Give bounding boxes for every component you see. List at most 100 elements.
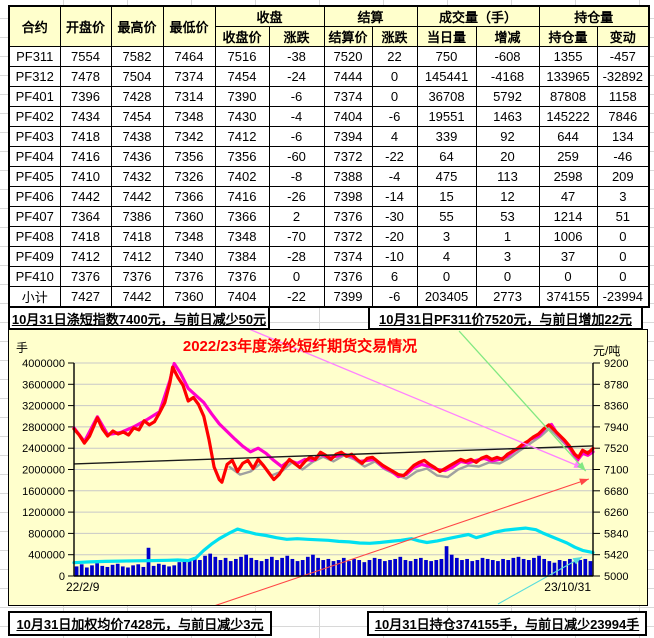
value-cell[interactable]: 12: [475, 186, 540, 207]
value-cell[interactable]: 7376: [59, 266, 112, 287]
value-cell[interactable]: 1006: [538, 226, 598, 247]
value-cell[interactable]: 7554: [59, 46, 112, 67]
value-cell[interactable]: 7516: [214, 46, 270, 67]
value-cell[interactable]: 7410: [59, 166, 112, 187]
value-cell[interactable]: -4168: [475, 66, 540, 87]
value-cell[interactable]: 7388: [323, 166, 373, 187]
contract-cell[interactable]: PF311: [8, 46, 61, 67]
value-cell[interactable]: 7404: [214, 286, 270, 308]
value-cell[interactable]: 0: [268, 266, 325, 287]
value-cell[interactable]: 750: [416, 46, 477, 67]
value-cell[interactable]: 55: [416, 206, 477, 227]
value-cell[interactable]: 2: [268, 206, 325, 227]
value-cell[interactable]: -38: [268, 46, 325, 67]
value-cell[interactable]: 7454: [214, 66, 270, 87]
col-header-oi[interactable]: 持仓量: [538, 26, 598, 47]
value-cell[interactable]: 7454: [110, 106, 164, 127]
contract-cell[interactable]: PF407: [8, 206, 61, 227]
value-cell[interactable]: 1214: [538, 206, 598, 227]
value-cell[interactable]: 7436: [110, 146, 164, 167]
value-cell[interactable]: 7364: [59, 206, 112, 227]
value-cell[interactable]: 7376: [162, 266, 216, 287]
value-cell[interactable]: 7427: [59, 286, 112, 308]
col-header-oi-change[interactable]: 变动: [596, 26, 650, 47]
value-cell[interactable]: 0: [416, 266, 477, 287]
value-cell[interactable]: 47: [538, 186, 598, 207]
col-header-low[interactable]: 最低价: [162, 5, 216, 47]
value-cell[interactable]: -32892: [596, 66, 650, 87]
col-group-settle[interactable]: 结算: [323, 5, 418, 27]
contract-cell[interactable]: PF405: [8, 166, 61, 187]
value-cell[interactable]: 7404: [323, 106, 373, 127]
value-cell[interactable]: 37: [538, 246, 598, 267]
value-cell[interactable]: 339: [416, 126, 477, 147]
value-cell[interactable]: 7390: [214, 86, 270, 107]
value-cell[interactable]: 1158: [596, 86, 650, 107]
value-cell[interactable]: -4: [268, 106, 325, 127]
value-cell[interactable]: 2773: [475, 286, 540, 308]
value-cell[interactable]: 7478: [59, 66, 112, 87]
value-cell[interactable]: 7398: [323, 186, 373, 207]
col-header-volume[interactable]: 当日量: [416, 26, 477, 47]
col-group-volume[interactable]: 成交量（手）: [416, 5, 540, 27]
value-cell[interactable]: 7430: [214, 106, 270, 127]
value-cell[interactable]: -60: [268, 146, 325, 167]
value-cell[interactable]: 7374: [162, 66, 216, 87]
col-header-contract[interactable]: 合约: [8, 5, 61, 47]
value-cell[interactable]: 7582: [110, 46, 164, 67]
value-cell[interactable]: 7442: [59, 186, 112, 207]
value-cell[interactable]: 0: [371, 86, 418, 107]
contract-cell[interactable]: PF409: [8, 246, 61, 267]
value-cell[interactable]: 7416: [214, 186, 270, 207]
contract-cell[interactable]: PF406: [8, 186, 61, 207]
value-cell[interactable]: 6: [371, 266, 418, 287]
value-cell[interactable]: 3: [596, 186, 650, 207]
value-cell[interactable]: 133965: [538, 66, 598, 87]
value-cell[interactable]: -70: [268, 226, 325, 247]
value-cell[interactable]: 7394: [323, 126, 373, 147]
contract-cell[interactable]: 小计: [8, 286, 61, 308]
value-cell[interactable]: 0: [371, 66, 418, 87]
value-cell[interactable]: 3: [475, 246, 540, 267]
value-cell[interactable]: 145222: [538, 106, 598, 127]
value-cell[interactable]: 7416: [59, 146, 112, 167]
value-cell[interactable]: 7442: [110, 286, 164, 308]
col-header-close-change[interactable]: 涨跌: [268, 26, 325, 47]
value-cell[interactable]: 7356: [214, 146, 270, 167]
value-cell[interactable]: 1: [475, 226, 540, 247]
value-cell[interactable]: 7418: [59, 126, 112, 147]
value-cell[interactable]: 7374: [323, 86, 373, 107]
value-cell[interactable]: -28: [268, 246, 325, 267]
value-cell[interactable]: 7376: [214, 266, 270, 287]
value-cell[interactable]: 1355: [538, 46, 598, 67]
col-group-close[interactable]: 收盘: [214, 5, 325, 27]
value-cell[interactable]: -22: [268, 286, 325, 308]
value-cell[interactable]: 145441: [416, 66, 477, 87]
contract-cell[interactable]: PF410: [8, 266, 61, 287]
value-cell[interactable]: 7412: [214, 126, 270, 147]
value-cell[interactable]: -4: [371, 166, 418, 187]
col-header-settle[interactable]: 结算价: [323, 26, 373, 47]
contract-cell[interactable]: PF402: [8, 106, 61, 127]
value-cell[interactable]: 64: [416, 146, 477, 167]
value-cell[interactable]: 7434: [59, 106, 112, 127]
value-cell[interactable]: 0: [538, 266, 598, 287]
value-cell[interactable]: 7432: [110, 166, 164, 187]
value-cell[interactable]: 22: [371, 46, 418, 67]
value-cell[interactable]: -30: [371, 206, 418, 227]
value-cell[interactable]: 1463: [475, 106, 540, 127]
value-cell[interactable]: 7396: [59, 86, 112, 107]
col-header-open[interactable]: 开盘价: [59, 5, 112, 47]
value-cell[interactable]: -20: [371, 226, 418, 247]
value-cell[interactable]: 4: [416, 246, 477, 267]
col-header-close[interactable]: 收盘价: [214, 26, 270, 47]
value-cell[interactable]: 475: [416, 166, 477, 187]
value-cell[interactable]: 7360: [162, 206, 216, 227]
col-header-settle-change[interactable]: 涨跌: [371, 26, 418, 47]
value-cell[interactable]: -8: [268, 166, 325, 187]
value-cell[interactable]: 203405: [416, 286, 477, 308]
value-cell[interactable]: 134: [596, 126, 650, 147]
value-cell[interactable]: 0: [596, 266, 650, 287]
value-cell[interactable]: 7444: [323, 66, 373, 87]
value-cell[interactable]: -10: [371, 246, 418, 267]
